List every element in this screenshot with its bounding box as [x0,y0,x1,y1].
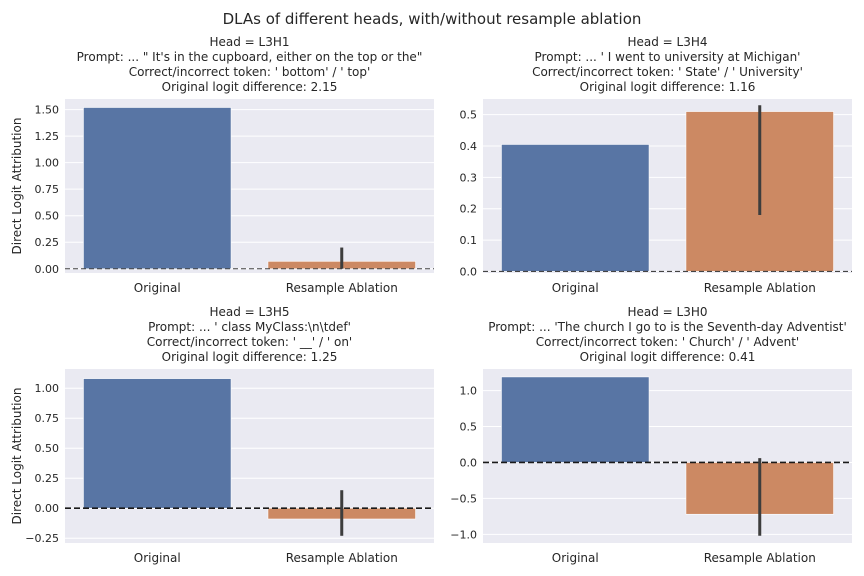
y-tick-label: 1.00 [35,382,60,395]
bar-original [83,107,232,270]
bar-original [501,144,650,272]
y-axis-label: Direct Logit Attribution [10,118,24,255]
y-tick-label: 0.1 [460,234,478,247]
y-tick-label: 0.00 [35,502,60,515]
x-tick-label: Original [134,551,181,565]
bar-original [83,378,232,509]
panel-title-line: Head = L3H1 [209,35,289,49]
y-tick-label: 1.0 [460,385,478,398]
panel-title-line: Original logit difference: 1.25 [162,350,338,364]
y-tick-label: 1.50 [35,104,60,117]
panel-title-line: Prompt: ... ' I went to university at Mi… [535,50,801,64]
y-tick-label: 0.25 [35,472,60,485]
y-tick-label: −0.5 [450,492,477,505]
y-tick-label: 1.25 [35,130,60,143]
panel-title-line: Correct/incorrect token: ' __' / ' on' [147,335,352,349]
y-tick-label: −0.25 [25,532,59,545]
y-tick-label: 1.00 [35,157,60,170]
y-tick-label: −1.0 [450,528,477,541]
panel-title-line: Prompt: ... " It's in the cupboard, eith… [77,50,423,64]
bar-original [501,376,650,463]
panel-title-line: Original logit difference: 2.15 [162,80,338,94]
y-tick-label: 0.3 [460,171,478,184]
y-tick-label: 0.25 [35,236,60,249]
y-tick-label: 0.2 [460,203,478,216]
x-tick-label: Original [134,281,181,295]
panel-title-line: Prompt: ... ' class MyClass:\n\tdef' [148,320,351,334]
y-tick-label: 0.00 [35,263,60,276]
panel-title-line: Correct/incorrect token: ' State' / ' Un… [532,65,803,79]
y-tick-label: 0.75 [35,183,60,196]
figure-suptitle: DLAs of different heads, with/without re… [223,10,642,28]
y-tick-label: 0.75 [35,412,60,425]
x-tick-label: Resample Ablation [704,281,816,295]
panel-title-line: Prompt: ... 'The church I go to is the S… [488,320,847,334]
x-tick-label: Resample Ablation [704,551,816,565]
y-tick-label: 0.5 [460,421,478,434]
panel-title-line: Correct/incorrect token: ' Church' / ' A… [536,335,799,349]
x-tick-label: Resample Ablation [286,551,398,565]
x-tick-label: Original [552,551,599,565]
y-tick-label: 0.50 [35,442,60,455]
panel-title-line: Head = L3H5 [209,305,289,319]
panel-title-line: Correct/incorrect token: ' bottom' / ' t… [129,65,371,79]
panel-title-line: Head = L3H4 [627,35,707,49]
y-tick-label: 0.50 [35,210,60,223]
x-tick-label: Resample Ablation [286,281,398,295]
panel-title-line: Head = L3H0 [627,305,707,319]
y-tick-label: 0.0 [460,265,478,278]
panel-title-line: Original logit difference: 0.41 [580,350,756,364]
y-axis-label: Direct Logit Attribution [10,388,24,525]
x-tick-label: Original [552,281,599,295]
y-tick-label: 0.0 [460,456,478,469]
y-tick-label: 0.5 [460,109,478,122]
y-tick-label: 0.4 [460,140,478,153]
panel-title-line: Original logit difference: 1.16 [580,80,756,94]
